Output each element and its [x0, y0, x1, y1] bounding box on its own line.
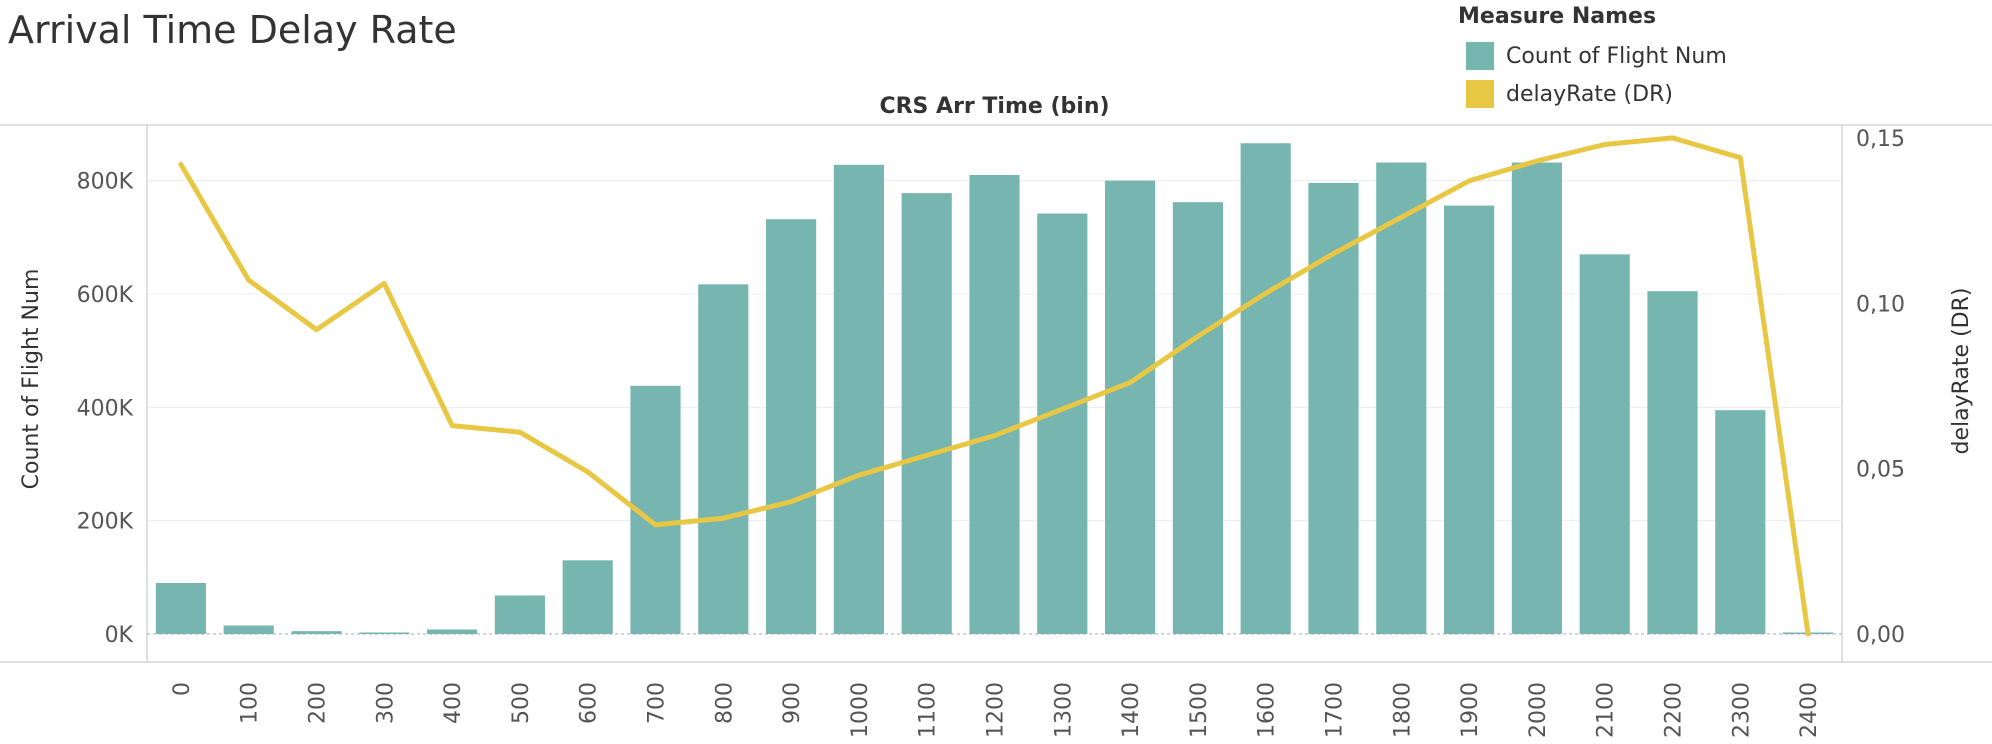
x-tick-label: 1000 [848, 682, 873, 738]
bar [1172, 202, 1223, 634]
x-tick-label: 1600 [1255, 682, 1280, 738]
x-tick-label: 100 [238, 682, 263, 724]
x-tick-label: 200 [306, 682, 331, 724]
bar [698, 284, 749, 634]
bar [766, 219, 817, 634]
y-left-tick-label: 0K [105, 623, 134, 648]
bar [155, 583, 206, 634]
x-tick-label: 1900 [1458, 682, 1483, 738]
x-tick-label: 1400 [1119, 682, 1144, 738]
x-tick-label: 1200 [984, 682, 1009, 738]
x-tick-label: 1300 [1051, 682, 1076, 738]
y-left-axis-title: Count of Flight Num [19, 269, 44, 490]
x-tick-label: 500 [509, 682, 534, 724]
y-right-tick-label: 0,00 [1856, 623, 1905, 648]
x-tick-label: 600 [577, 682, 602, 724]
legend-label-count: Count of Flight Num [1506, 43, 1727, 69]
bar [969, 175, 1020, 634]
y-left-tick-label: 600K [77, 283, 134, 308]
x-tick-label: 2100 [1594, 682, 1619, 738]
legend-swatch-count [1466, 42, 1494, 70]
legend-item-count[interactable]: Count of Flight Num [1458, 37, 1727, 75]
y-left-tick-label: 400K [77, 396, 134, 421]
x-tick-label: 1100 [916, 682, 941, 738]
legend-label-delayrate: delayRate (DR) [1506, 81, 1673, 107]
x-tick-label: 1500 [1187, 682, 1212, 738]
bar [494, 595, 545, 634]
delay-rate-line [178, 135, 1811, 637]
chart-title: Arrival Time Delay Rate [8, 8, 457, 52]
x-tick-label: 400 [441, 682, 466, 724]
y-left-tick-label: 800K [77, 170, 134, 195]
bar [1715, 410, 1766, 634]
bar [1037, 213, 1088, 635]
bar [223, 625, 274, 634]
bar [1444, 205, 1495, 634]
bar [1511, 162, 1562, 635]
bar [1647, 291, 1698, 634]
x-tick-label: 2300 [1729, 682, 1754, 738]
x-tick-label: 1700 [1323, 682, 1348, 738]
x-tick-label: 2400 [1797, 682, 1822, 738]
bar [1579, 254, 1630, 635]
x-tick-label: 0 [170, 682, 195, 696]
bar [562, 560, 613, 634]
legend-title: Measure Names [1458, 4, 1657, 29]
y-left-tick-label: 200K [77, 510, 134, 535]
x-tick-label: 2000 [1526, 682, 1551, 738]
x-tick-label: 1800 [1390, 682, 1415, 738]
bar [291, 631, 342, 634]
bar [359, 632, 410, 634]
y-right-tick-label: 0,05 [1856, 458, 1905, 483]
bar [1105, 180, 1156, 634]
x-tick-label: 800 [712, 682, 737, 724]
x-tick-label: 700 [645, 682, 670, 724]
bar [901, 193, 952, 634]
bar [427, 629, 478, 634]
x-tick-label: 900 [780, 682, 805, 724]
y-right-tick-label: 0,15 [1856, 127, 1905, 152]
legend-swatch-delayrate [1466, 80, 1494, 108]
bar [1376, 162, 1427, 635]
y-right-axis-title: delayRate (DR) [1949, 288, 1974, 455]
x-header-label: CRS Arr Time (bin) [879, 94, 1109, 119]
x-tick-label: 300 [373, 682, 398, 724]
bar [1240, 143, 1291, 634]
x-tick-label: 2200 [1662, 682, 1687, 738]
legend-item-delayrate[interactable]: delayRate (DR) [1458, 75, 1727, 113]
bar [833, 164, 884, 635]
bar [1308, 182, 1359, 634]
legend: Measure Names Count of Flight Num delayR… [1458, 2, 1727, 113]
y-right-tick-label: 0,10 [1856, 292, 1905, 317]
